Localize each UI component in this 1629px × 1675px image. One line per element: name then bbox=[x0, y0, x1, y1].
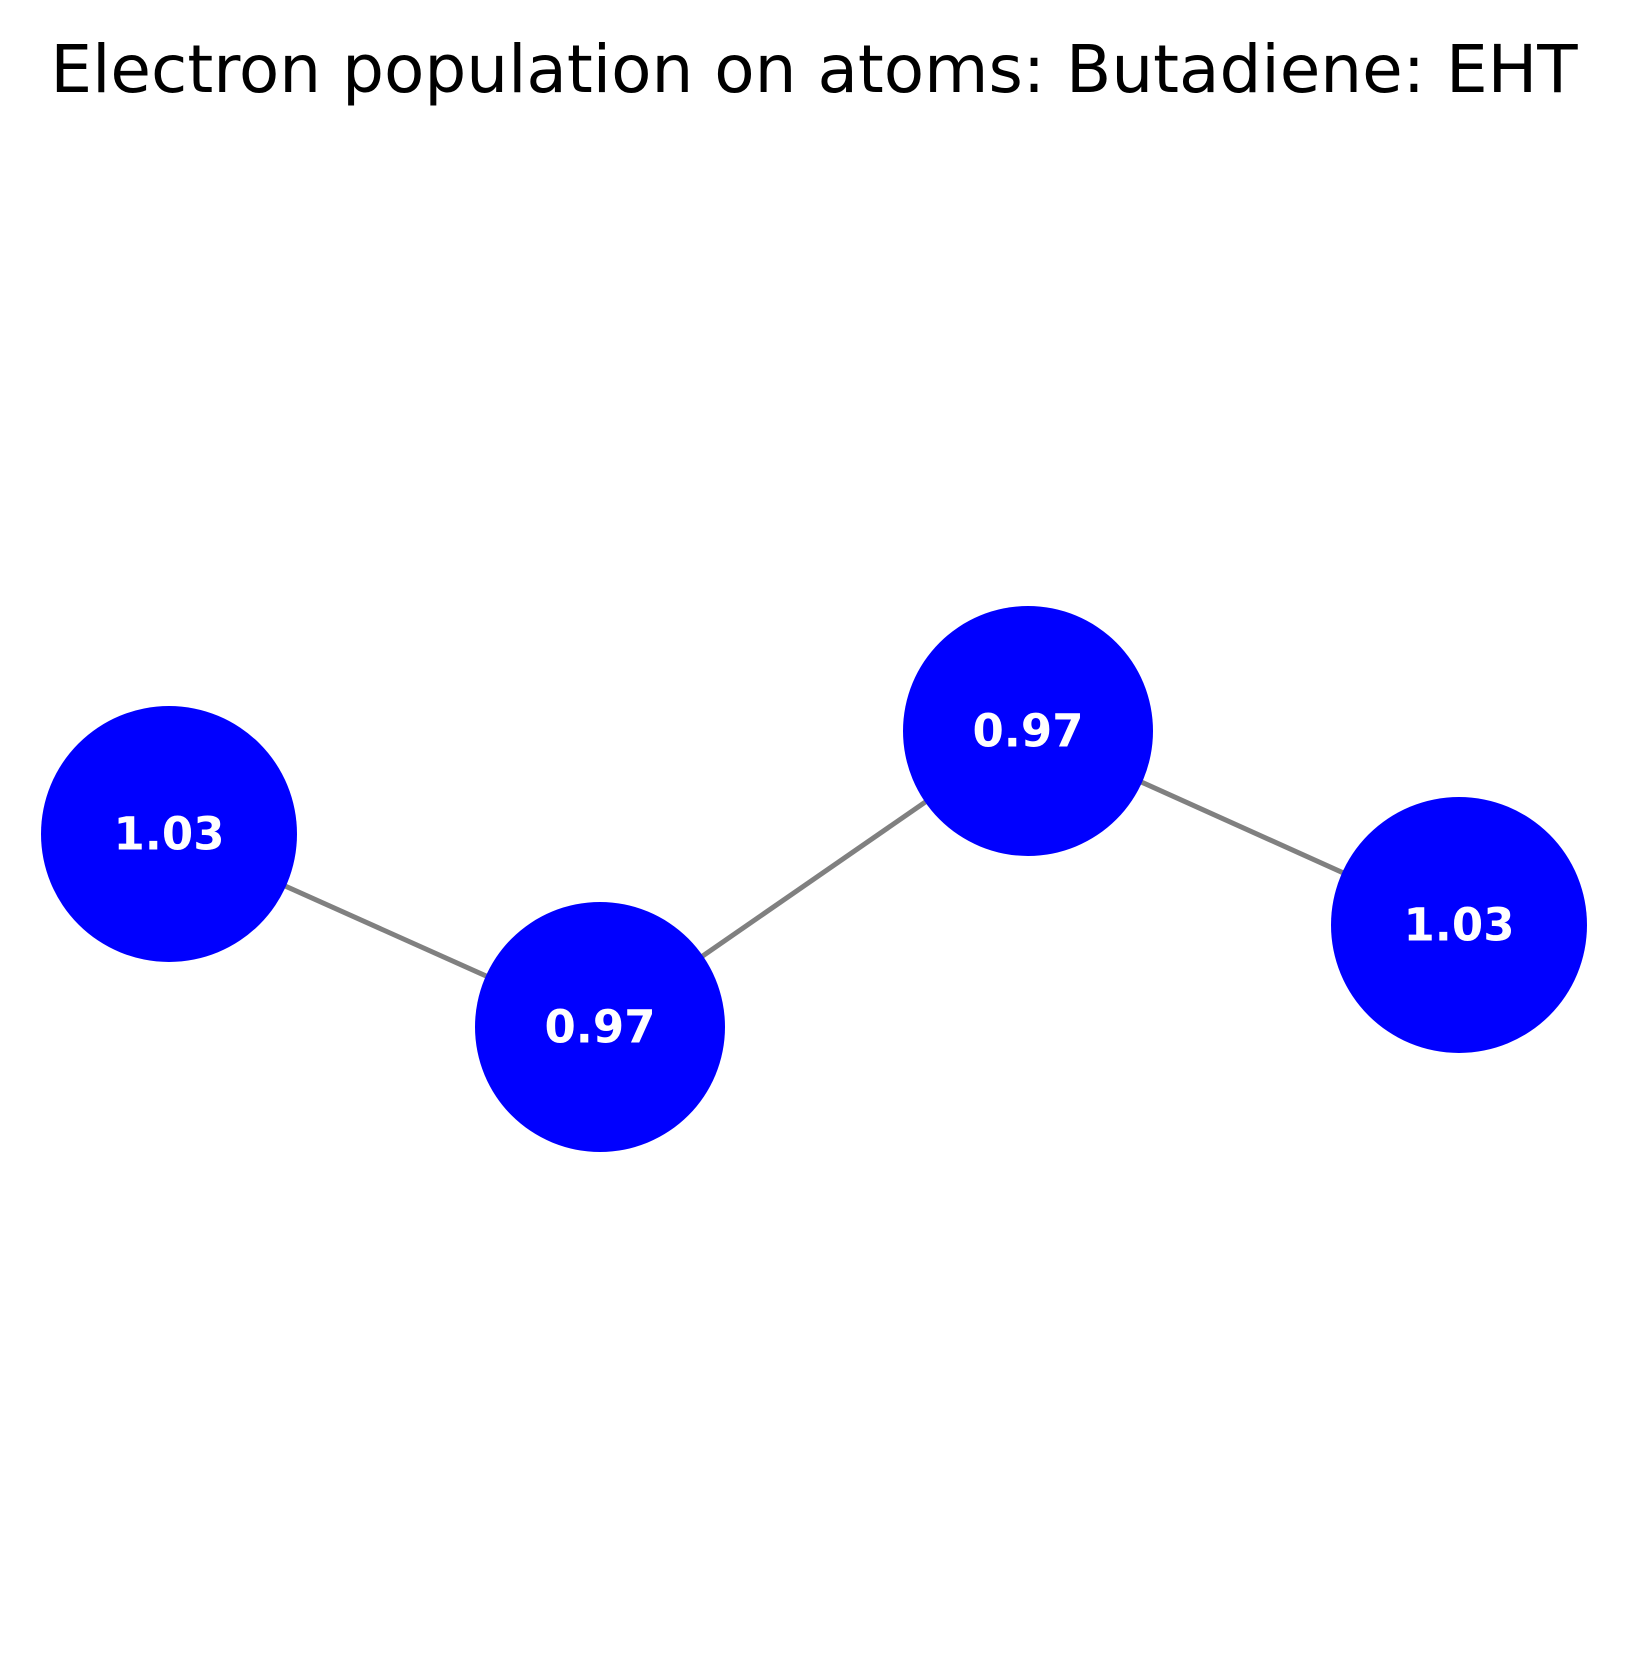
atom-circle bbox=[903, 606, 1153, 856]
atoms-layer: 1.03 0.97 0.97 1.03 bbox=[41, 606, 1587, 1152]
atom-node-c3: 0.97 bbox=[903, 606, 1153, 856]
atom-population-label: 0.97 bbox=[544, 1001, 655, 1054]
diagram-title: Electron population on atoms: Butadiene:… bbox=[50, 31, 1578, 108]
atom-population-label: 1.03 bbox=[113, 808, 224, 861]
atom-circle bbox=[41, 706, 297, 962]
atom-population-label: 1.03 bbox=[1403, 899, 1514, 952]
atom-node-c2: 0.97 bbox=[475, 902, 725, 1152]
atom-node-c1: 1.03 bbox=[41, 706, 297, 962]
bonds-layer bbox=[167, 728, 1461, 1030]
atom-population-label: 0.97 bbox=[972, 705, 1083, 758]
atom-node-c4: 1.03 bbox=[1331, 797, 1587, 1053]
atom-circle bbox=[1331, 797, 1587, 1053]
atom-circle bbox=[475, 902, 725, 1152]
